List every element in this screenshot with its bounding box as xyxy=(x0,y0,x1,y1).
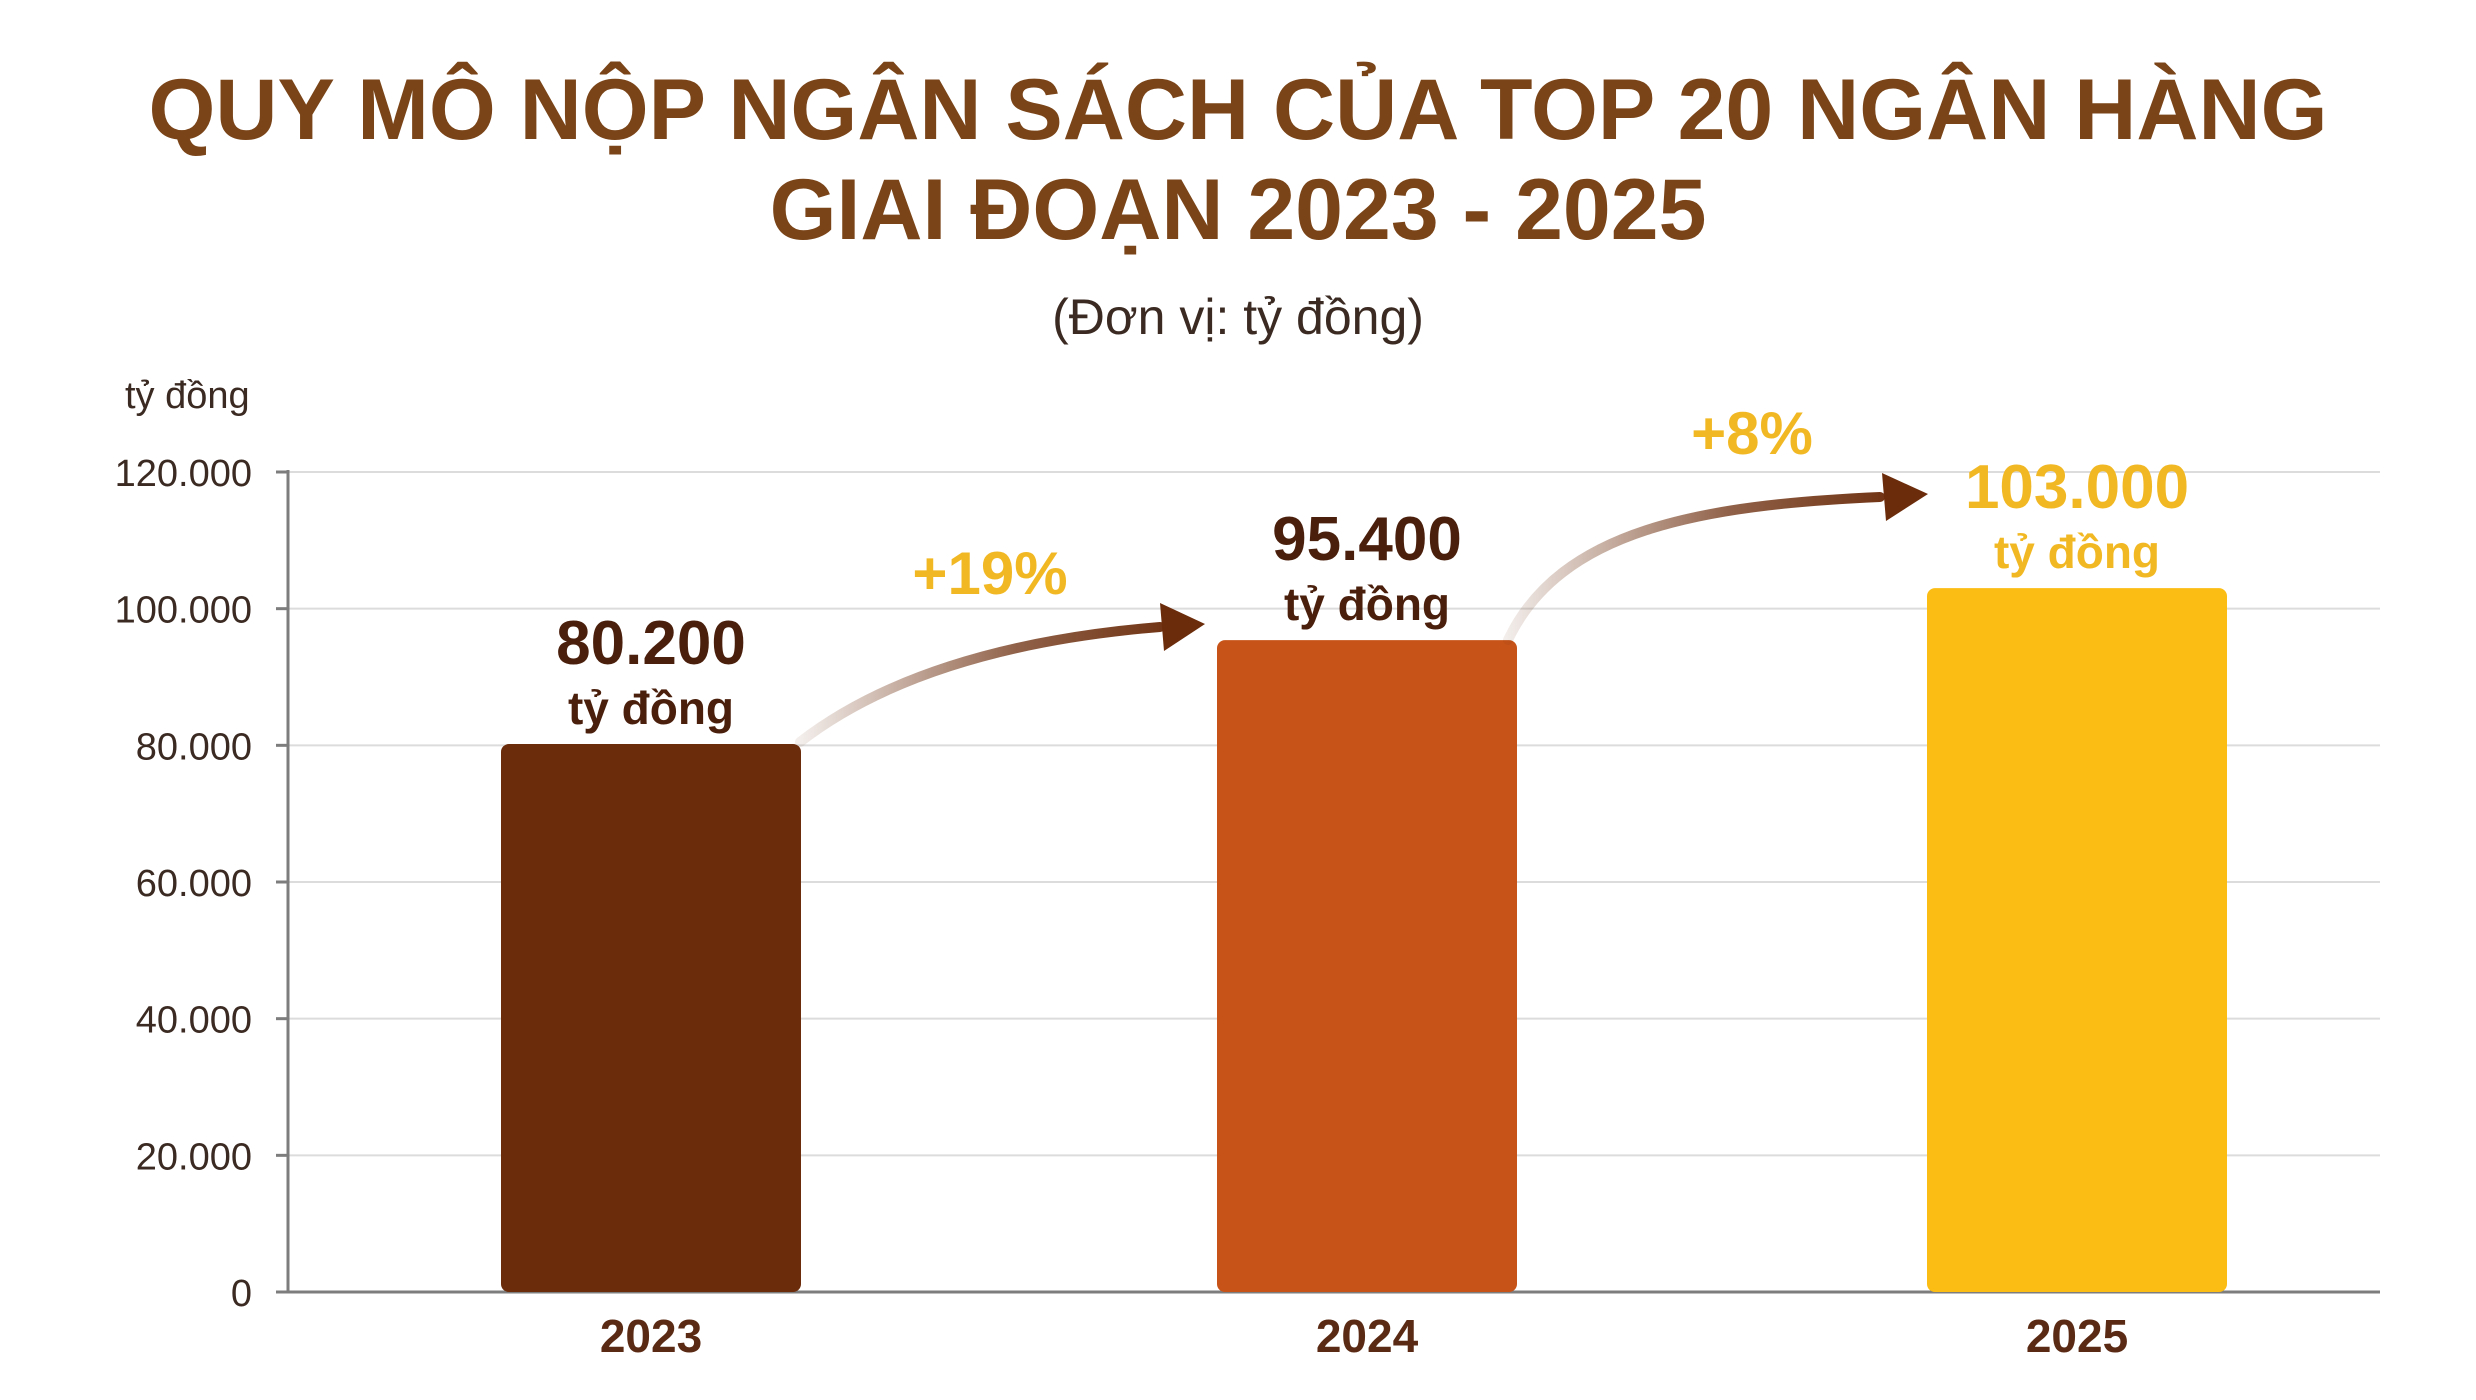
data-label-value-2025: 103.000 xyxy=(1965,453,2189,522)
y-tick-label: 100.000 xyxy=(115,590,252,632)
growth-arrow-2024-2025 xyxy=(1503,492,1885,645)
y-tick-label: 120.000 xyxy=(115,453,252,495)
growth-arrow-2023-2024 xyxy=(795,622,1165,747)
growth-label-2023-2024: +19% xyxy=(912,540,1067,607)
data-label-unit-2025: tỷ đồng xyxy=(1994,526,2160,578)
data-label-value-2024: 95.400 xyxy=(1272,505,1462,574)
x-tick-label: 2024 xyxy=(1316,1310,1419,1362)
y-tick-label: 40.000 xyxy=(136,1000,252,1042)
y-tick-label: 20.000 xyxy=(136,1136,252,1178)
growth-arrow-head-2024-2025 xyxy=(1882,473,1928,521)
chart-title-line-2: GIAI ĐOẠN 2023 - 2025 xyxy=(769,162,1707,258)
y-tick-label: 80.000 xyxy=(136,726,252,768)
data-label-unit-2024: tỷ đồng xyxy=(1284,578,1450,630)
chart-title-line-1: QUY MÔ NỘP NGÂN SÁCH CỦA TOP 20 NGÂN HÀN… xyxy=(148,62,2328,158)
y-tick-label: 0 xyxy=(231,1273,252,1315)
data-label-value-2023: 80.200 xyxy=(556,609,746,678)
bar-2023 xyxy=(501,743,801,1292)
chart-subtitle: (Đơn vị: tỷ đồng) xyxy=(1052,289,1424,345)
data-label-unit-2023: tỷ đồng xyxy=(568,682,734,734)
x-tick-label: 2025 xyxy=(2026,1310,2128,1362)
y-axis-label: tỷ đồng xyxy=(125,375,250,417)
x-tick-label: 2023 xyxy=(600,1310,702,1362)
y-tick-label: 60.000 xyxy=(136,863,252,905)
growth-arrow-head-2023-2024 xyxy=(1160,603,1205,651)
bar-2025 xyxy=(1927,588,2227,1292)
growth-label-2024-2025: +8% xyxy=(1691,400,1813,467)
bar-2024 xyxy=(1217,640,1517,1292)
